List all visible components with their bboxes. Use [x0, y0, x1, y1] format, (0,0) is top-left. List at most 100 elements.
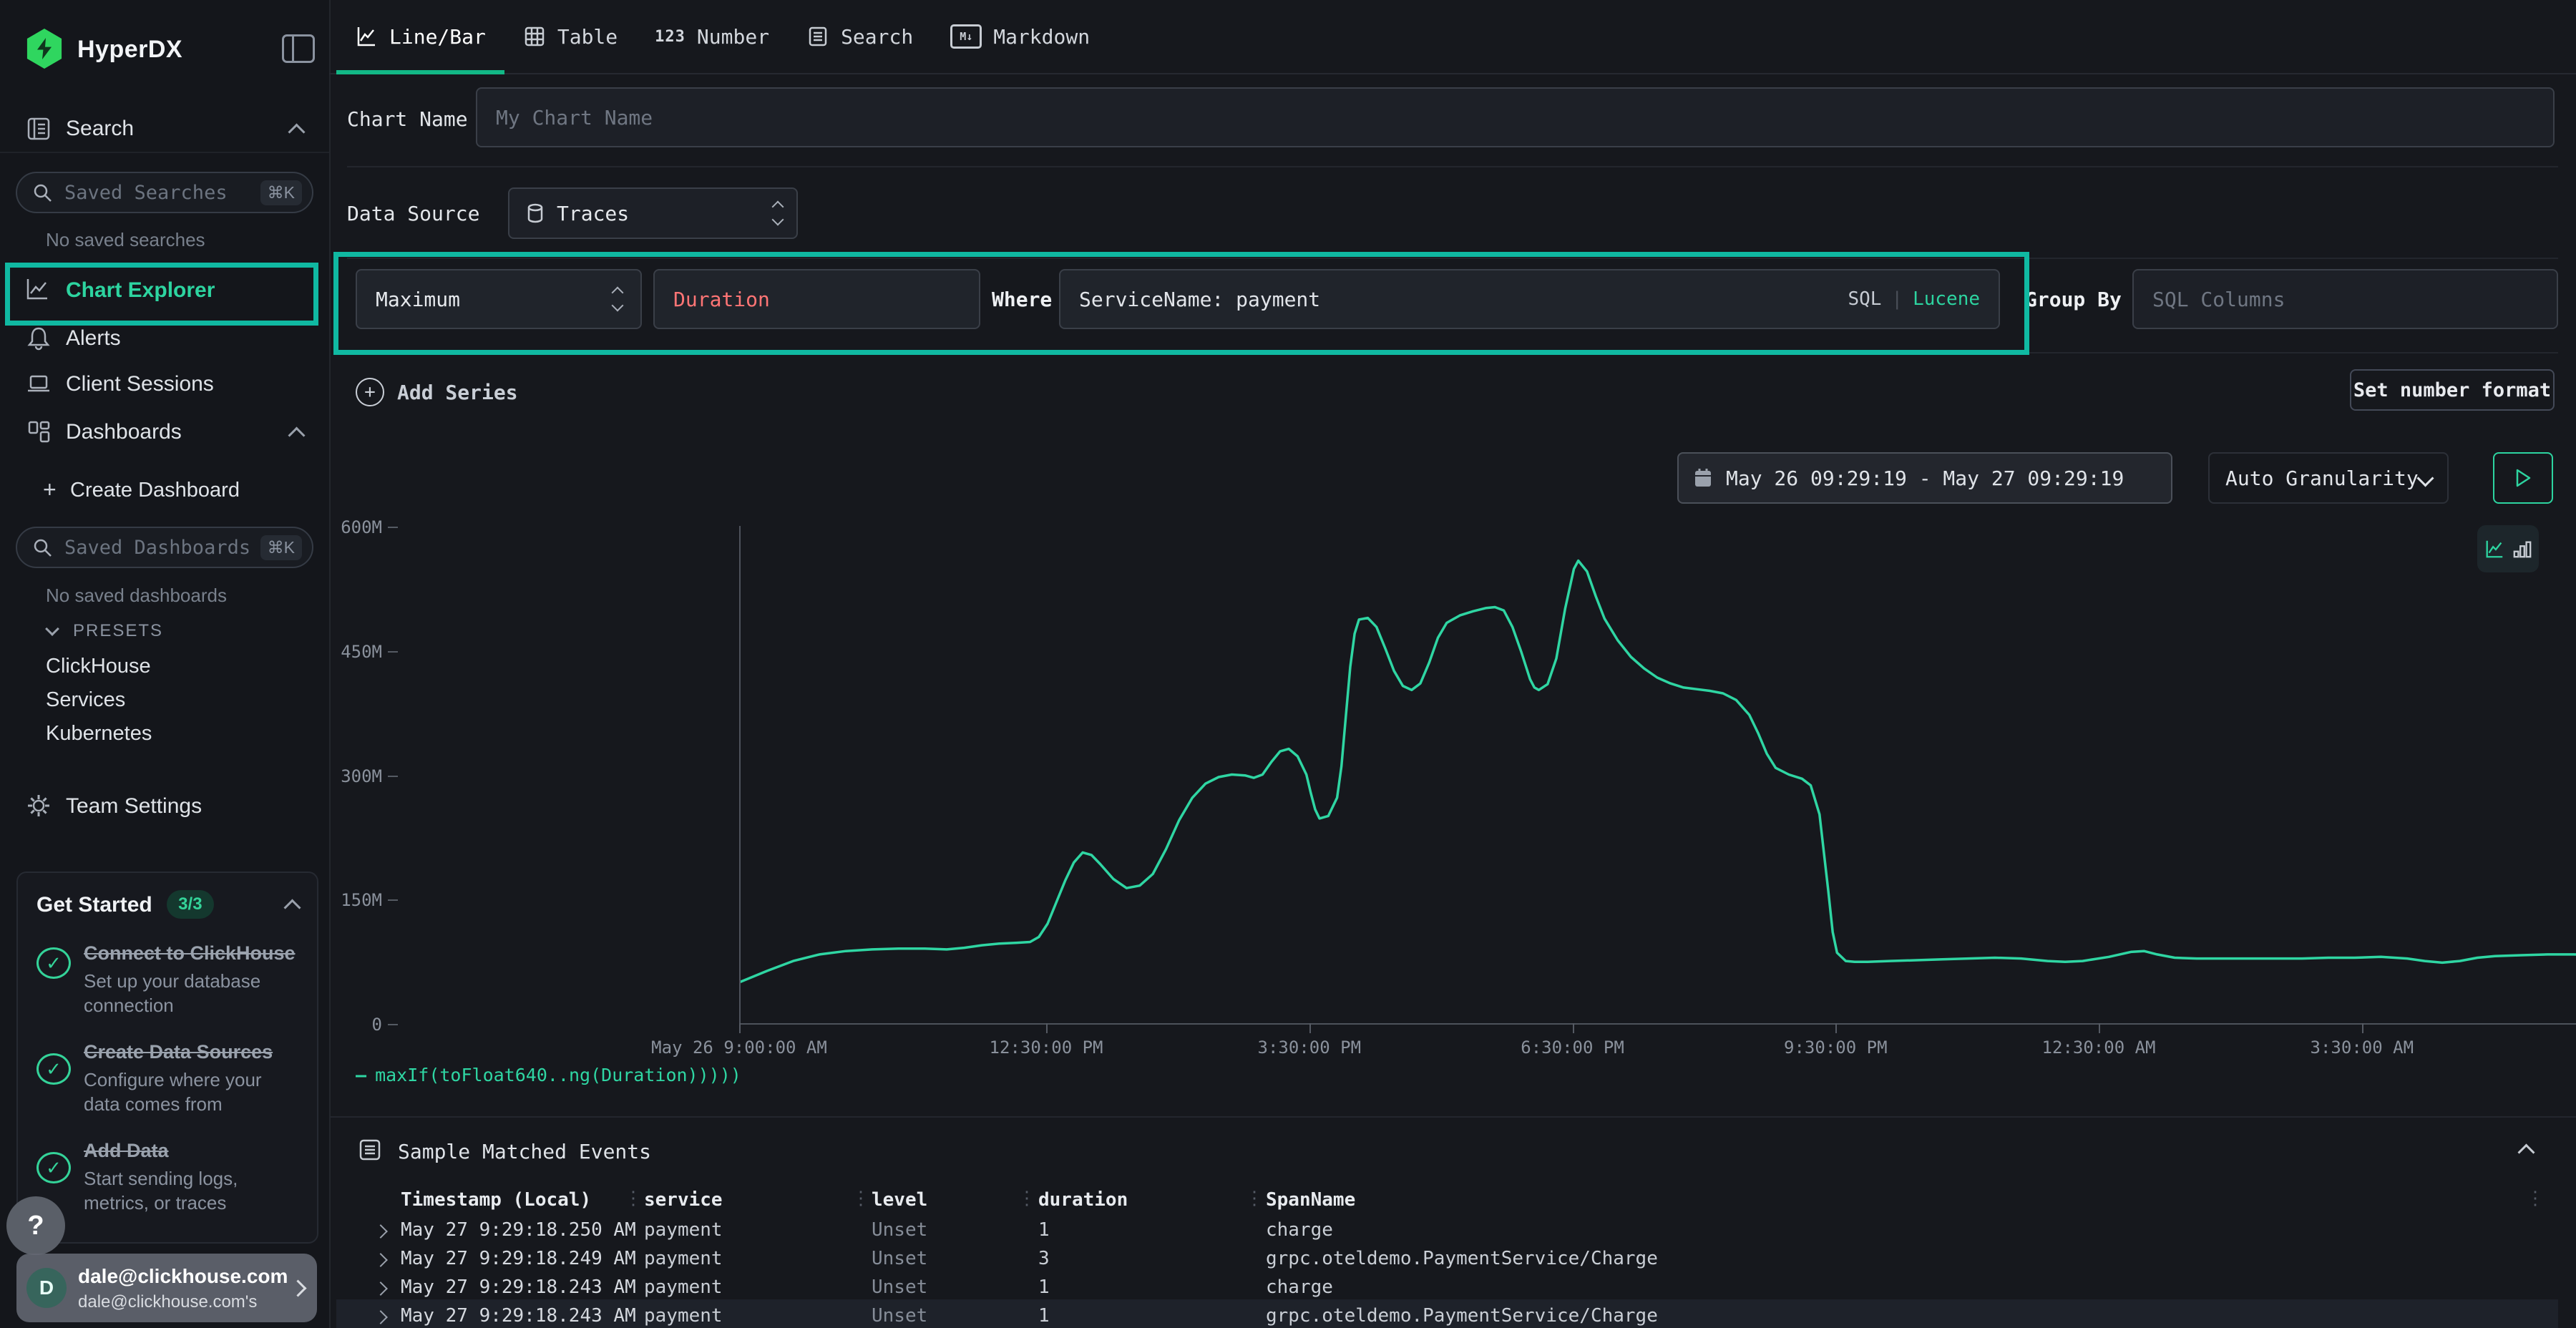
- set-number-format-button[interactable]: Set number format: [2350, 369, 2555, 411]
- sidebar-item-preset-services[interactable]: Services: [46, 688, 125, 712]
- column-resize-handle[interactable]: ⋮: [852, 1188, 870, 1209]
- gear-icon: [26, 793, 52, 819]
- get-started-item-desc: Start sending logs, metrics, or traces: [84, 1166, 298, 1215]
- tab-label: Number: [697, 25, 769, 49]
- sidebar-item-chart-explorer[interactable]: Chart Explorer: [66, 278, 215, 303]
- tab-number[interactable]: 123 Number: [636, 0, 788, 73]
- chart-legend: — maxIf(toFloat640..ng(Duration))))): [356, 1065, 741, 1085]
- help-button[interactable]: ?: [6, 1196, 65, 1255]
- saved-searches-input[interactable]: Saved Searches ⌘K: [16, 172, 313, 213]
- tab-markdown[interactable]: M↓ Markdown: [932, 0, 1108, 73]
- y-axis-tick-label: 300M: [311, 766, 382, 786]
- sidebar-item-client-sessions[interactable]: Client Sessions: [66, 372, 214, 396]
- field-input[interactable]: Duration: [653, 269, 980, 329]
- divider: [347, 352, 2558, 353]
- column-resize-handle[interactable]: ⋮: [1018, 1188, 1036, 1209]
- user-menu[interactable]: D dale@clickhouse.com dale@clickhouse.co…: [16, 1254, 317, 1322]
- laptop-icon: [26, 371, 52, 396]
- get-started-item[interactable]: ✓ Add Data Start sending logs, metrics, …: [36, 1138, 298, 1215]
- chart-line: [741, 561, 2576, 982]
- presets-header[interactable]: PRESETS: [73, 621, 163, 641]
- expand-row-icon[interactable]: [374, 1281, 388, 1296]
- column-header-duration[interactable]: duration: [1038, 1189, 1128, 1211]
- x-axis-tick-mark: [2362, 1023, 2363, 1033]
- data-source-select[interactable]: Traces: [508, 187, 798, 239]
- chevron-up-icon[interactable]: [288, 123, 305, 140]
- tab-label: Table: [557, 25, 618, 49]
- tab-label: Markdown: [993, 25, 1090, 49]
- column-header-service[interactable]: service: [644, 1189, 723, 1211]
- x-axis-tick-mark: [1046, 1023, 1048, 1033]
- check-circle-icon: ✓: [36, 1152, 71, 1183]
- y-axis-tick-mark: [388, 527, 398, 528]
- shortcut-badge: ⌘K: [260, 535, 302, 560]
- column-resize-handle[interactable]: ⋮: [1245, 1188, 1264, 1209]
- get-started-item-desc: Set up your database connection: [84, 969, 298, 1017]
- no-saved-searches-text: No saved searches: [46, 229, 205, 251]
- expand-row-icon[interactable]: [374, 1253, 388, 1267]
- sidebar-item-preset-clickhouse[interactable]: ClickHouse: [46, 655, 151, 678]
- x-axis-tick-label: 12:30:00 AM: [2042, 1038, 2156, 1058]
- x-axis-tick-mark: [739, 1023, 741, 1033]
- legend-series-label[interactable]: maxIf(toFloat640..ng(Duration))))): [375, 1065, 741, 1085]
- plus-circle-icon: +: [356, 378, 384, 406]
- sidebar-item-alerts[interactable]: Alerts: [66, 326, 121, 351]
- sidebar-item-team-settings[interactable]: Team Settings: [66, 794, 202, 819]
- collapse-events-icon[interactable]: [2517, 1143, 2534, 1161]
- tab-table[interactable]: Table: [504, 0, 636, 73]
- hyperdx-logo-icon: [24, 29, 64, 69]
- chart-type-tabbar: Line/Bar Table 123 Number Search M↓ Mark…: [329, 0, 2576, 74]
- list-icon: [806, 25, 829, 48]
- divider: [347, 258, 2558, 259]
- granularity-select[interactable]: Auto Granularity: [2208, 452, 2449, 504]
- cell-spanname: grpc.oteldemo.PaymentService/Charge: [1266, 1248, 1658, 1269]
- group-by-input[interactable]: SQL Columns: [2132, 269, 2558, 329]
- chart-explorer-icon: [24, 276, 50, 302]
- tab-line-bar[interactable]: Line/Bar: [336, 0, 504, 73]
- column-options-handle[interactable]: ⋮: [2526, 1188, 2545, 1209]
- table-icon: [523, 25, 546, 48]
- sql-mode-button[interactable]: SQL: [1848, 288, 1881, 310]
- saved-dashboards-input[interactable]: Saved Dashboards ⌘K: [16, 527, 313, 568]
- cell-timestamp: May 27 9:29:18.249 AM: [401, 1248, 636, 1269]
- cell-timestamp: May 27 9:29:18.250 AM: [401, 1219, 636, 1241]
- select-chevrons-icon: [613, 288, 622, 310]
- where-input[interactable]: ServiceName: payment SQL | Lucene: [1059, 269, 2000, 329]
- get-started-item[interactable]: ✓ Create Data Sources Configure where yo…: [36, 1039, 298, 1116]
- expand-row-icon[interactable]: [374, 1224, 388, 1239]
- create-dashboard-button[interactable]: Create Dashboard: [70, 479, 240, 502]
- field-value: Duration: [673, 288, 770, 311]
- x-axis-tick-label: May 26 9:00:00 AM: [651, 1038, 827, 1058]
- column-resize-handle[interactable]: ⋮: [624, 1188, 643, 1209]
- y-axis-tick-label: 600M: [311, 517, 382, 537]
- aggregation-select[interactable]: Maximum: [356, 269, 642, 329]
- chevron-down-icon[interactable]: [45, 622, 59, 636]
- number-123-icon: 123: [655, 28, 686, 46]
- chevron-down-icon: [2416, 469, 2434, 487]
- chevron-right-icon: [289, 1279, 306, 1297]
- date-range-input[interactable]: May 26 09:29:19 - May 27 09:29:19: [1677, 452, 2172, 504]
- column-header-timestamp[interactable]: Timestamp (Local): [401, 1189, 591, 1211]
- get-started-item[interactable]: ✓ Connect to ClickHouse Set up your data…: [36, 940, 298, 1017]
- run-query-button[interactable]: [2493, 452, 2553, 504]
- sidebar-item-search[interactable]: Search: [66, 117, 134, 141]
- chevron-up-icon[interactable]: [283, 899, 301, 916]
- column-header-spanname[interactable]: SpanName: [1266, 1189, 1355, 1211]
- sidebar-item-preset-kubernetes[interactable]: Kubernetes: [46, 722, 152, 746]
- sidebar-item-dashboards[interactable]: Dashboards: [66, 420, 182, 444]
- divider: [0, 152, 329, 153]
- chart-name-input[interactable]: My Chart Name: [476, 87, 2555, 147]
- chart-plot-area[interactable]: [739, 526, 2576, 1025]
- chevron-up-icon[interactable]: [288, 426, 305, 444]
- tab-search[interactable]: Search: [788, 0, 932, 73]
- check-circle-icon: ✓: [36, 947, 71, 979]
- get-started-item-title: Create Data Sources: [84, 1039, 298, 1065]
- column-header-level[interactable]: level: [872, 1189, 927, 1211]
- lucene-mode-button[interactable]: Lucene: [1913, 288, 1980, 310]
- search-icon: [31, 182, 53, 203]
- add-series-button[interactable]: + Add Series: [356, 378, 518, 406]
- collapse-sidebar-icon[interactable]: [282, 34, 315, 63]
- x-axis-tick-mark: [1835, 1023, 1837, 1033]
- chart-name-placeholder: My Chart Name: [496, 106, 653, 130]
- cell-timestamp: May 27 9:29:18.243 AM: [401, 1276, 636, 1298]
